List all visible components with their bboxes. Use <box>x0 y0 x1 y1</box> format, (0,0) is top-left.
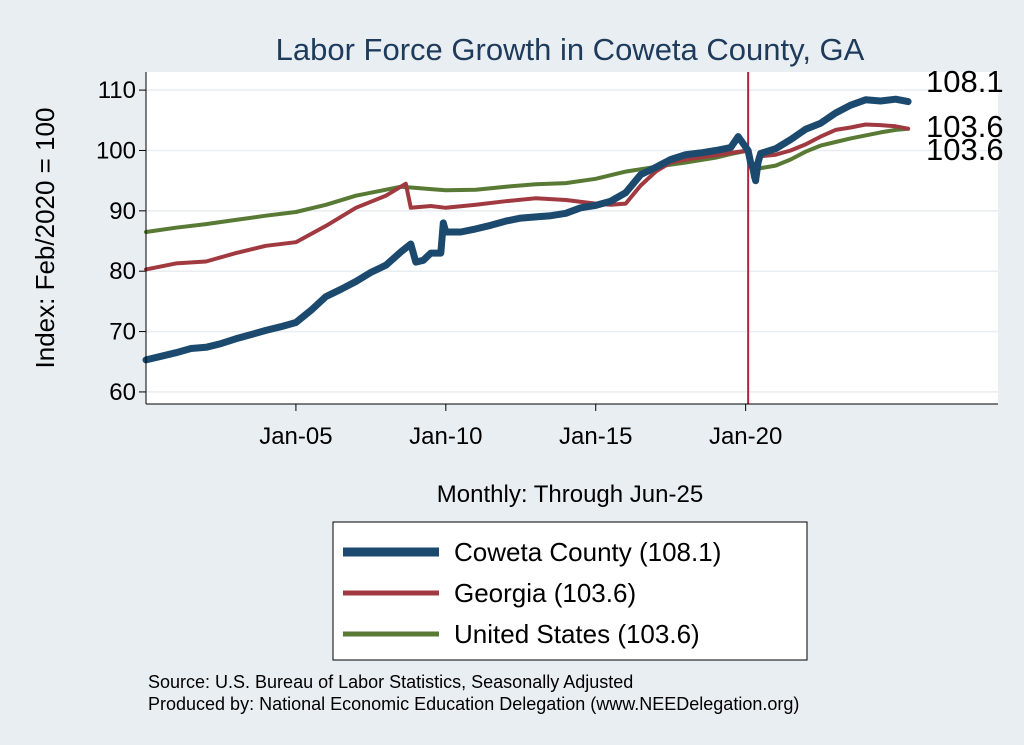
y-tick-label-80: 80 <box>109 258 136 285</box>
x-axis-ticks: Jan-05 Jan-10 Jan-15 Jan-20 <box>259 404 782 450</box>
source-note: Source: U.S. Bureau of Labor Statistics,… <box>148 672 633 692</box>
series-lines <box>142 95 912 364</box>
y-axis-ticks: 60 70 80 90 100 110 <box>96 77 146 406</box>
end-label-united-states: 103.6 <box>926 132 1004 167</box>
chart-title: Labor Force Growth in Coweta County, GA <box>276 32 865 67</box>
series-line-united-states <box>144 126 911 234</box>
legend-label-coweta: Coweta County (108.1) <box>454 537 721 567</box>
y-tick-label-100: 100 <box>96 137 136 164</box>
y-tick-label-70: 70 <box>109 319 136 346</box>
legend: Coweta County (108.1) Georgia (103.6) Un… <box>332 521 808 661</box>
end-label-coweta-county: 108.1 <box>926 64 1004 99</box>
y-tick-label-110: 110 <box>98 77 136 104</box>
plot-area <box>146 72 998 404</box>
legend-label-united-states: United States (103.6) <box>454 619 700 649</box>
x-tick-label-Jan-10: Jan-10 <box>409 423 482 450</box>
end-label-georgia: 103.6 <box>926 109 1004 144</box>
series-line-coweta-county <box>142 95 912 364</box>
x-tick-label-Jan-05: Jan-05 <box>259 423 332 450</box>
y-tick-label-60: 60 <box>109 379 136 406</box>
producer-note: Produced by: National Economic Education… <box>148 694 799 714</box>
x-axis-label: Monthly: Through Jun-25 <box>437 481 703 508</box>
legend-label-georgia: Georgia (103.6) <box>454 578 636 608</box>
series-line-georgia <box>144 122 911 272</box>
grid-lines <box>146 89 998 393</box>
y-axis-label: Index: Feb/2020 = 100 <box>30 108 60 369</box>
x-tick-label-Jan-15: Jan-15 <box>559 423 632 450</box>
y-tick-label-90: 90 <box>109 198 136 225</box>
x-tick-label-Jan-20: Jan-20 <box>709 423 782 450</box>
